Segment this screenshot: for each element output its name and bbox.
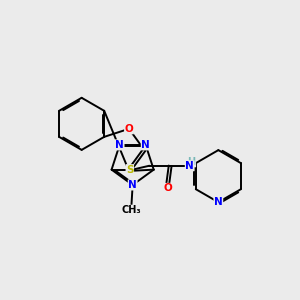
Text: N: N: [115, 140, 124, 150]
Text: O: O: [163, 183, 172, 194]
Text: N: N: [214, 197, 223, 207]
Text: N: N: [141, 140, 150, 150]
Text: S: S: [126, 165, 134, 175]
Text: CH₃: CH₃: [122, 205, 141, 215]
Text: N: N: [128, 180, 137, 190]
Text: H: H: [188, 157, 196, 167]
Text: O: O: [124, 124, 133, 134]
Text: N: N: [185, 161, 194, 171]
